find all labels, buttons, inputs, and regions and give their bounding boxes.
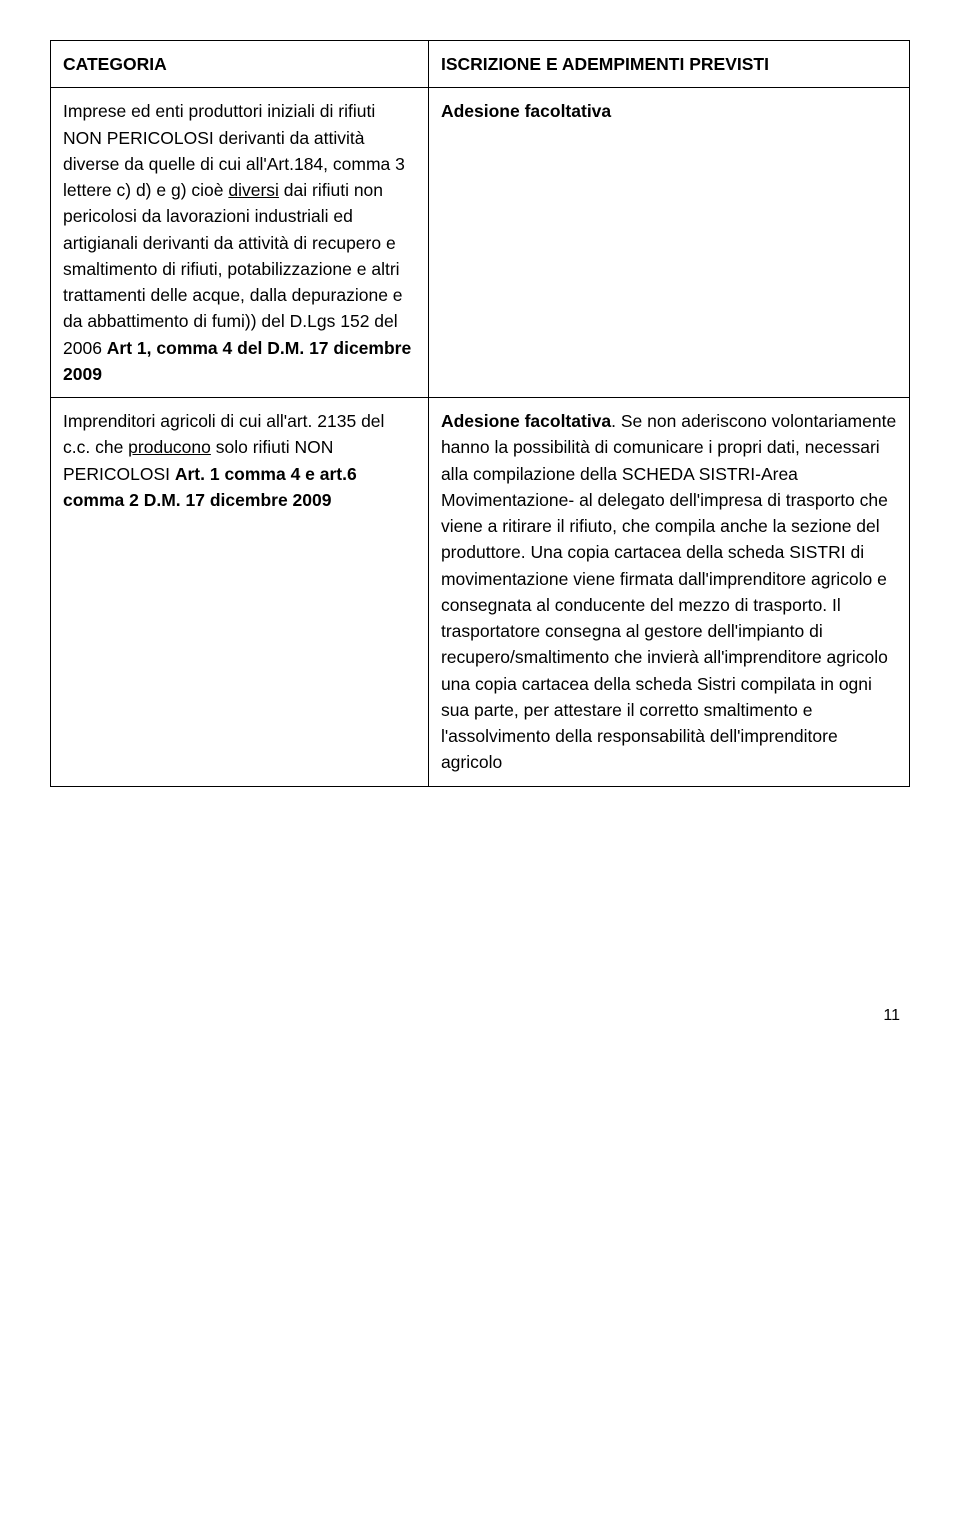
text: . Se non aderiscono volontariamente hann… [441, 411, 896, 772]
bold-text: Adesione facoltativa [441, 411, 611, 431]
bold-text: Art 1, comma 4 del D.M. 17 dicembre 2009 [63, 338, 411, 384]
table-header-row: CATEGORIA ISCRIZIONE E ADEMPIMENTI PREVI… [51, 41, 910, 88]
table-row: Imprese ed enti produttori iniziali di r… [51, 88, 910, 398]
document-table: CATEGORIA ISCRIZIONE E ADEMPIMENTI PREVI… [50, 40, 910, 787]
underline-text: producono [128, 437, 211, 457]
cell-iscrizione-1: Adesione facoltativa [428, 88, 909, 398]
header-iscrizione: ISCRIZIONE E ADEMPIMENTI PREVISTI [428, 41, 909, 88]
cell-iscrizione-2: Adesione facoltativa. Se non aderiscono … [428, 398, 909, 787]
underline-text: diversi [228, 180, 279, 200]
cell-categoria-2: Imprenditori agricoli di cui all'art. 21… [51, 398, 429, 787]
page-number: 11 [50, 1007, 910, 1025]
table-row: Imprenditori agricoli di cui all'art. 21… [51, 398, 910, 787]
text: dai rifiuti non pericolosi da lavorazion… [63, 180, 403, 358]
cell-categoria-1: Imprese ed enti produttori iniziali di r… [51, 88, 429, 398]
header-categoria: CATEGORIA [51, 41, 429, 88]
bold-text: Adesione facoltativa [441, 101, 611, 121]
